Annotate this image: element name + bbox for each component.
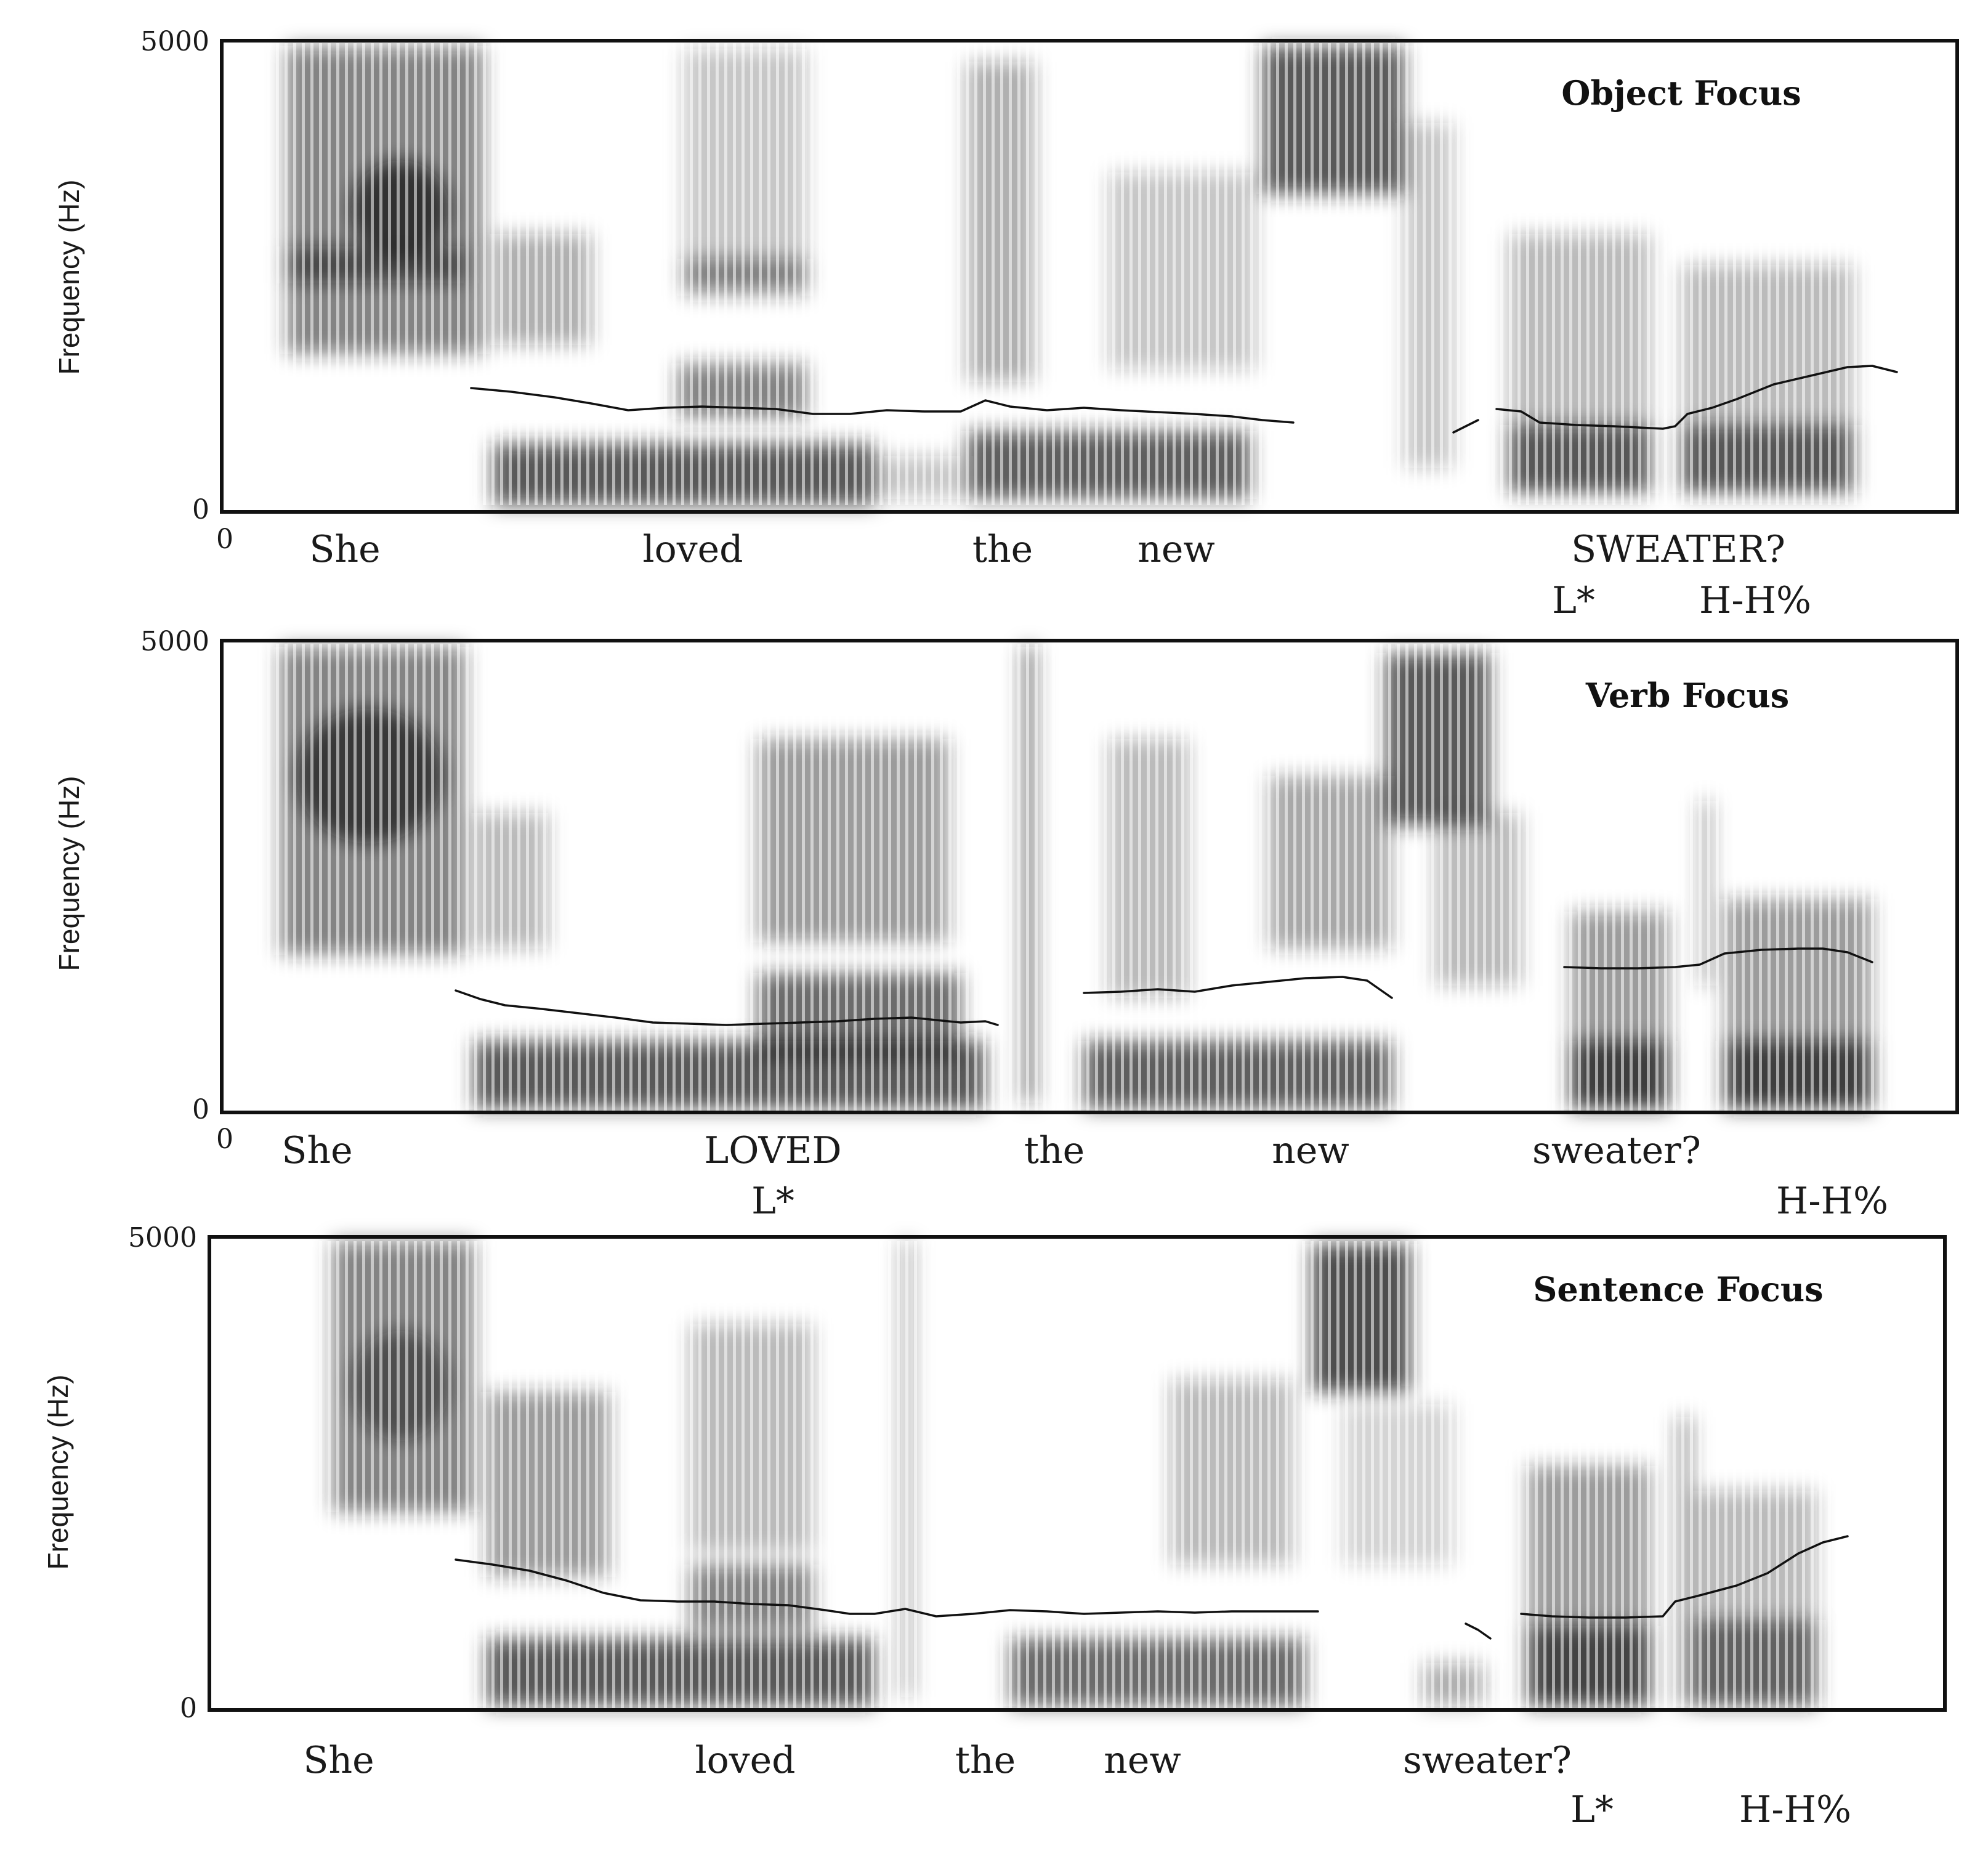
tone-h-h-percent: H-H%: [1739, 1788, 1851, 1831]
pitch-contour-segment: [1563, 947, 1873, 970]
word-sweater: SWEATER?: [1571, 528, 1785, 571]
x-origin-label: 0: [216, 524, 233, 555]
panel-title: Object Focus: [1561, 73, 1801, 113]
plot-frame: [220, 39, 1959, 514]
panel-verb-focus: 5000 0 0 Frequency (Hz) Verb Focus She L…: [53, 626, 1959, 1223]
plot-frame: [220, 639, 1959, 1114]
word-new: new: [1272, 1129, 1349, 1172]
word-she: She: [303, 1739, 374, 1782]
tone-h-h-percent: H-H%: [1776, 1180, 1888, 1223]
word-the: the: [972, 528, 1033, 571]
panel-title: Sentence Focus: [1533, 1270, 1823, 1309]
tone-l-star: L*: [1570, 1788, 1614, 1831]
y-axis-label: Frequency (Hz): [42, 1375, 74, 1570]
word-new: new: [1137, 528, 1215, 571]
tone-l-star: L*: [1552, 579, 1595, 622]
y-max-label: 5000: [140, 626, 209, 657]
word-sweater: sweater?: [1403, 1739, 1572, 1782]
y-min-label: 0: [192, 494, 209, 525]
pitch-contour-segment: [1495, 365, 1898, 430]
word-the: the: [955, 1739, 1016, 1782]
y-max-label: 5000: [128, 1222, 197, 1254]
spectrogram-verb-focus: [222, 644, 1958, 1112]
pitch-contour: [455, 989, 999, 1026]
word-new: new: [1104, 1739, 1181, 1782]
panel-object-focus: 5000 0 0 Frequency (Hz) Object Focus She…: [53, 26, 1959, 622]
panel-sentence-focus: 5000 0 Frequency (Hz) Sentence Focus She…: [42, 1222, 1958, 1831]
panel-title: Verb Focus: [1585, 676, 1789, 715]
word-loved: loved: [695, 1739, 795, 1782]
pitch-contour-segment: [1465, 1622, 1492, 1640]
y-min-label: 0: [192, 1094, 209, 1125]
spectrogram-sentence-focus: [222, 1241, 1958, 1709]
word-loved: LOVED: [704, 1129, 841, 1172]
y-axis-label: Frequency (Hz): [53, 776, 85, 971]
x-origin-label: 0: [216, 1124, 233, 1155]
y-axis-label: Frequency (Hz): [53, 180, 85, 375]
word-sweater: sweater?: [1532, 1129, 1701, 1172]
pitch-contour: [455, 1558, 1319, 1618]
pitch-contour-segment: [1452, 419, 1479, 434]
word-loved: loved: [642, 528, 743, 571]
pitch-contour: [470, 387, 1295, 424]
word-the: the: [1024, 1129, 1085, 1172]
pitch-contour-segment: [1520, 1535, 1849, 1619]
plot-frame: [208, 1235, 1947, 1712]
y-min-label: 0: [180, 1693, 197, 1724]
word-she: She: [309, 528, 380, 571]
tone-l-star: L*: [751, 1180, 794, 1223]
y-max-label: 5000: [140, 26, 209, 57]
pitch-contour-segment: [1083, 976, 1393, 999]
word-she: She: [281, 1129, 352, 1172]
tone-h-h-percent: H-H%: [1699, 579, 1811, 622]
